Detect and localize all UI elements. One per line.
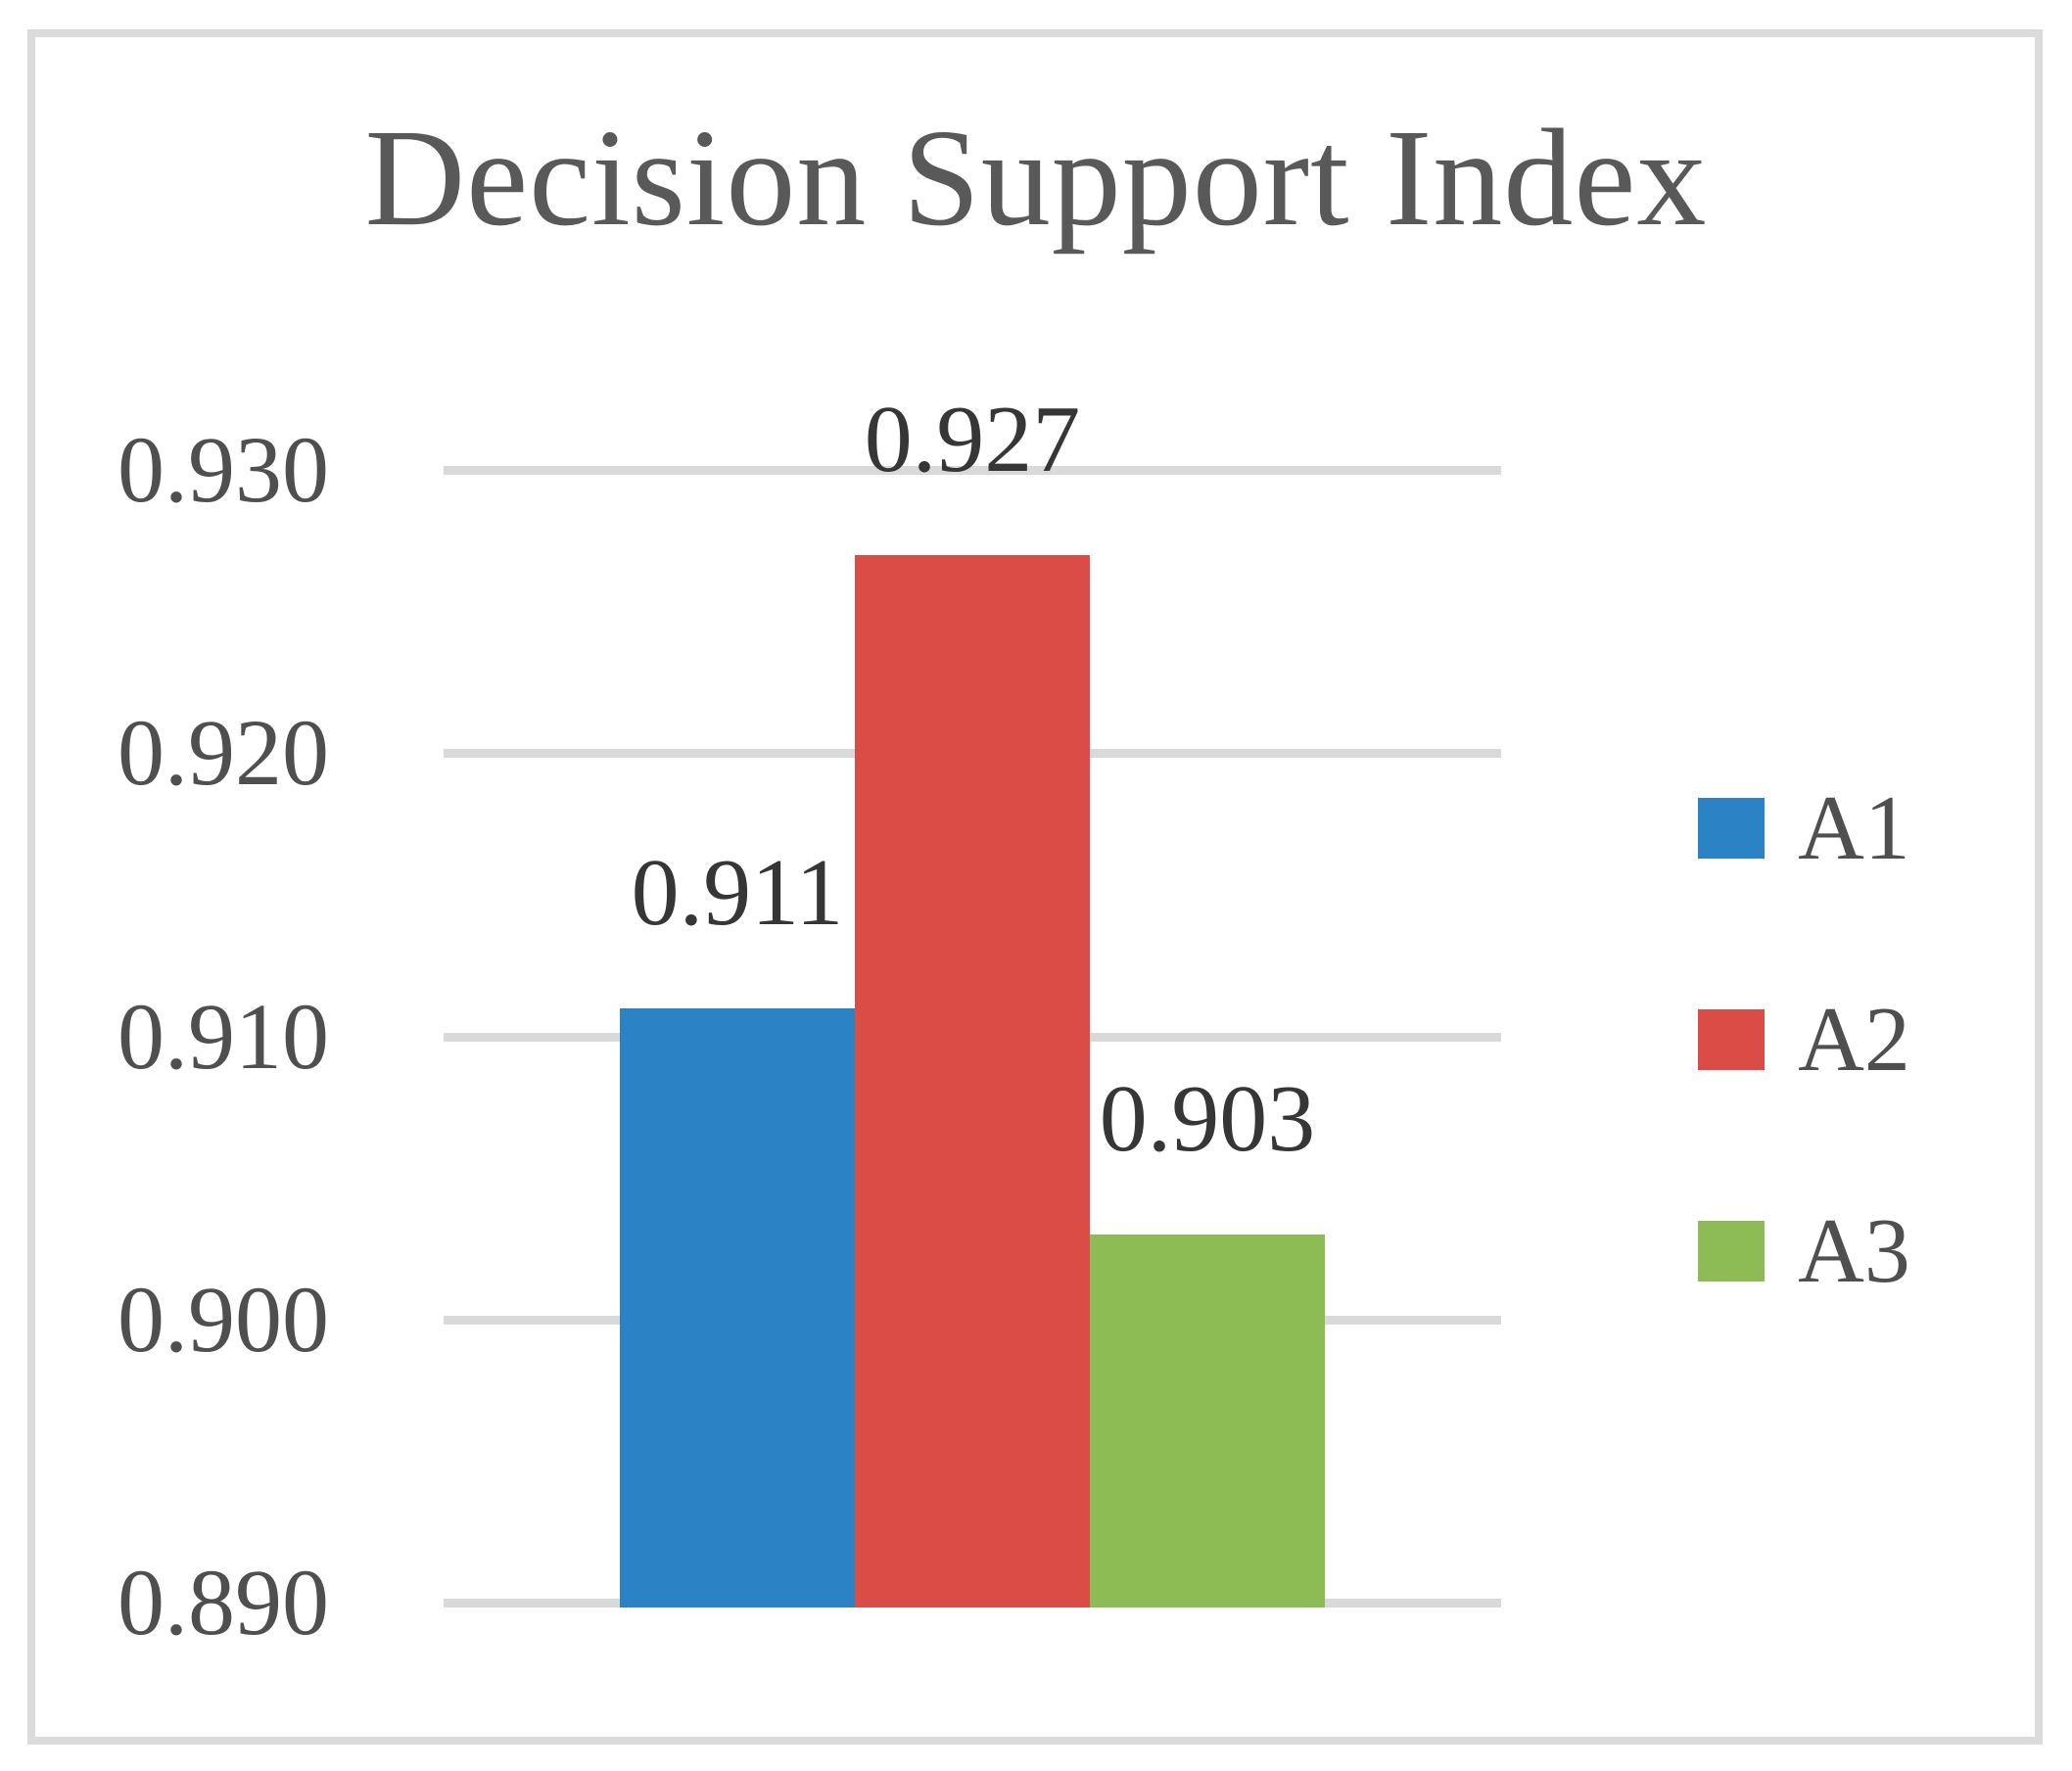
y-tick-label: 0.930 [118, 417, 329, 522]
y-tick-label: 0.910 [118, 983, 329, 1089]
chart-frame [27, 29, 2043, 1745]
gridline-0.930 [444, 466, 1501, 475]
y-tick-label: 0.920 [118, 700, 329, 806]
legend-swatch-a2 [1698, 1009, 1765, 1070]
value-label-a1: 0.911 [631, 839, 844, 946]
bar-a3 [1090, 1234, 1325, 1608]
value-label-a3: 0.903 [1099, 1065, 1316, 1172]
legend-label-a3: A3 [1798, 1200, 1910, 1302]
legend-label-a1: A1 [1798, 777, 1910, 879]
y-tick-label: 0.900 [118, 1266, 329, 1372]
legend-swatch-a3 [1698, 1221, 1765, 1282]
bar-a2 [855, 554, 1090, 1608]
legend-swatch-a1 [1698, 798, 1765, 859]
value-label-a2: 0.927 [864, 386, 1081, 492]
y-tick-label: 0.890 [118, 1550, 329, 1654]
bar-a1 [620, 1007, 855, 1608]
chart-title: Decision Support Index [364, 100, 1708, 255]
legend-label-a2: A2 [1798, 989, 1910, 1091]
